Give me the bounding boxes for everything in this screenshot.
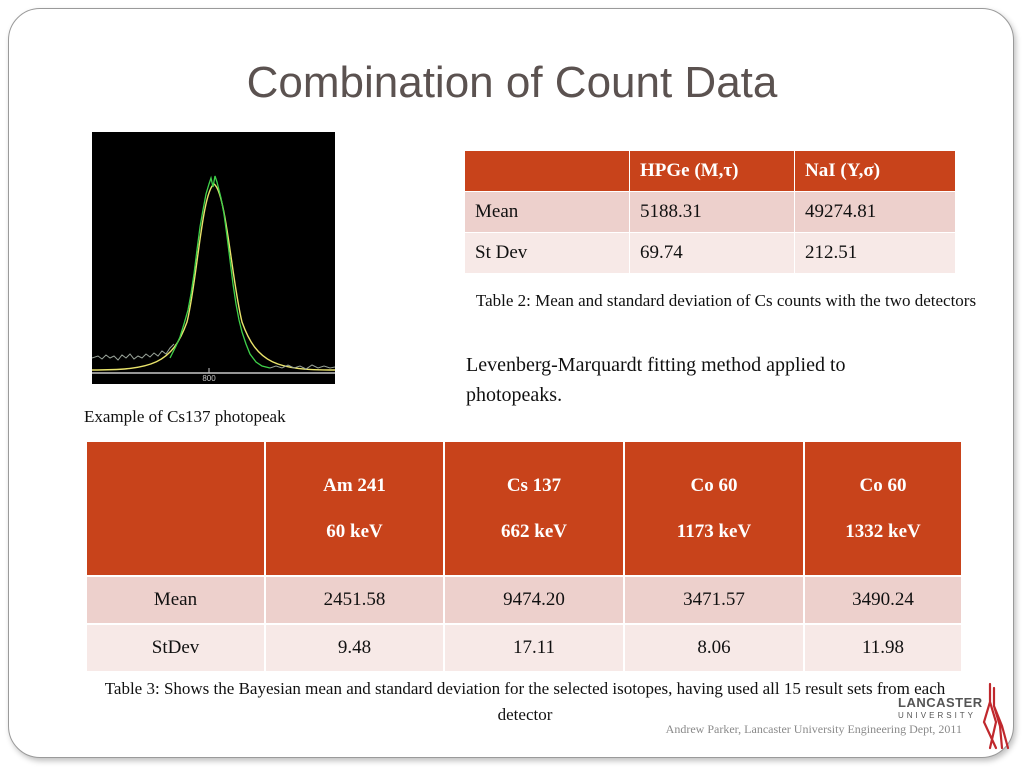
table3-cell: 11.98 — [803, 623, 963, 673]
table3-cell: 2451.58 — [264, 575, 445, 625]
table3-cell: 3471.57 — [623, 575, 805, 625]
table3-caption: Table 3: Shows the Bayesian mean and sta… — [104, 679, 946, 724]
table3-header-co60-1332: Co 60 1332 keV — [803, 440, 963, 577]
photo-caption: Example of Cs137 photopeak — [84, 407, 286, 426]
table3-header-am241: Am 241 60 keV — [264, 440, 445, 577]
table2-row-label: Mean — [464, 191, 630, 233]
table3-cell: 8.06 — [623, 623, 805, 673]
table3-header-empty — [85, 440, 266, 577]
slide-title: Combination of Count Data — [246, 58, 778, 107]
table-row: St Dev 69.74 212.51 — [464, 232, 956, 274]
table-row: Mean 5188.31 49274.81 — [464, 191, 956, 233]
lancaster-emblem-icon — [982, 682, 1010, 750]
table2-header-empty — [464, 150, 630, 192]
logo-name: LANCASTER — [898, 695, 983, 710]
photopeak-image: 800 — [92, 132, 335, 384]
table2-caption: Table 2: Mean and standard deviation of … — [475, 291, 977, 310]
table2-cell: 69.74 — [629, 232, 795, 274]
table3-header-co60-1173: Co 60 1173 keV — [623, 440, 805, 577]
logo-sub: UNIVERSITY — [898, 711, 977, 720]
table3-header-energy: 662 keV — [501, 521, 567, 542]
method-text: Levenberg-Marquardt fitting method appli… — [466, 354, 846, 406]
footer-credit: Andrew Parker, Lancaster University Engi… — [665, 722, 962, 736]
table2-cell: 212.51 — [794, 232, 956, 274]
table2-header-nai: NaI (Y,σ) — [794, 150, 956, 192]
table3-header-cs137: Cs 137 662 keV — [443, 440, 625, 577]
table3-header-energy: 1173 keV — [676, 521, 752, 542]
table3-row-label: StDev — [85, 623, 266, 673]
table3-header-isotope: Co 60 — [690, 475, 738, 496]
table3-header-energy: 60 keV — [326, 521, 383, 542]
table2-header-hpge: HPGe (M,τ) — [629, 150, 795, 192]
table-2: HPGe (M,τ) NaI (Y,σ) Mean 5188.31 49274.… — [464, 150, 956, 274]
table3-row-label: Mean — [85, 575, 266, 625]
table-3: Am 241 60 keV Cs 137 662 keV Co 60 1173 … — [85, 440, 963, 673]
table3-header-isotope: Co 60 — [859, 475, 907, 496]
table2-cell: 5188.31 — [629, 191, 795, 233]
table3-cell: 9474.20 — [443, 575, 625, 625]
table2-cell: 49274.81 — [794, 191, 956, 233]
table3-cell: 17.11 — [443, 623, 625, 673]
table-row: StDev 9.48 17.11 8.06 11.98 — [85, 623, 963, 673]
lancaster-logo: LANCASTER UNIVERSITY — [898, 682, 1016, 752]
table3-cell: 3490.24 — [803, 575, 963, 625]
photopeak-axis-label: 800 — [202, 374, 216, 383]
table3-header-isotope: Cs 137 — [506, 475, 562, 496]
table3-cell: 9.48 — [264, 623, 445, 673]
table2-row-label: St Dev — [464, 232, 630, 274]
table3-header-energy: 1332 keV — [845, 521, 921, 542]
table3-header-isotope: Am 241 — [323, 475, 386, 496]
table-row: Mean 2451.58 9474.20 3471.57 3490.24 — [85, 575, 963, 625]
